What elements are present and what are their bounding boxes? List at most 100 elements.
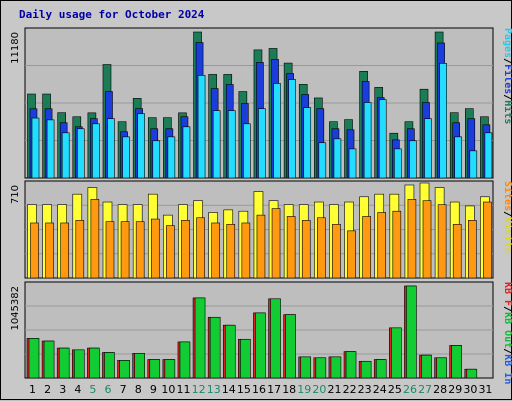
bar-pages-day-7 bbox=[122, 136, 130, 179]
bar-pages-day-1 bbox=[31, 117, 40, 179]
bar-sites-day-10 bbox=[166, 225, 175, 279]
legend-item: / bbox=[502, 211, 512, 217]
x-tick-label: 10 bbox=[161, 383, 175, 396]
chart-title: Daily usage for October 2024 bbox=[19, 8, 205, 21]
bar-pages-day-18 bbox=[288, 79, 296, 179]
bar-sites-day-24 bbox=[377, 212, 387, 279]
bar-sites-day-2 bbox=[45, 222, 54, 279]
bar-pages-day-25 bbox=[394, 148, 402, 179]
bar-kb-out-day-1 bbox=[28, 338, 40, 379]
x-tick-label: 14 bbox=[222, 383, 236, 396]
x-tick-label: 2 bbox=[44, 383, 51, 396]
ymax-label-kbytes: 1045382 bbox=[10, 286, 21, 331]
bar-kb-out-day-22 bbox=[345, 351, 357, 379]
x-tick-label: 13 bbox=[207, 383, 221, 396]
bar-sites-day-15 bbox=[241, 222, 251, 279]
x-tick-label: 15 bbox=[237, 383, 251, 396]
x-tick-label: 24 bbox=[373, 383, 387, 396]
x-tick-label: 22 bbox=[343, 383, 357, 396]
x-tick-label: 25 bbox=[388, 383, 402, 396]
bar-sites-day-8 bbox=[135, 221, 145, 279]
bar-sites-day-17 bbox=[271, 208, 281, 279]
bar-sites-day-27 bbox=[422, 200, 432, 279]
x-tick-label: 8 bbox=[135, 383, 142, 396]
legend-visits-sites: Sites/Visits bbox=[502, 181, 512, 253]
x-tick-label: 29 bbox=[448, 383, 462, 396]
bar-kb-out-day-3 bbox=[58, 347, 70, 379]
legend-item: KB Out bbox=[502, 312, 512, 348]
bar-kb-out-day-11 bbox=[179, 341, 191, 379]
bar-pages-day-28 bbox=[439, 63, 447, 179]
bar-sites-day-23 bbox=[362, 216, 371, 279]
bar-pages-day-2 bbox=[46, 119, 55, 179]
bar-kb-out-day-18 bbox=[285, 314, 296, 379]
x-tick-label: 1 bbox=[29, 383, 36, 396]
bar-kb-out-day-8 bbox=[134, 353, 145, 379]
x-tick-label: 11 bbox=[177, 383, 191, 396]
x-tick-label: 26 bbox=[403, 383, 417, 396]
bar-pages-day-31 bbox=[484, 132, 493, 179]
bar-pages-day-10 bbox=[167, 136, 176, 179]
x-tick-label: 9 bbox=[150, 383, 157, 396]
legend-item: Sites bbox=[502, 181, 512, 211]
bar-pages-day-19 bbox=[303, 107, 312, 179]
x-tick-label: 17 bbox=[267, 383, 281, 396]
legend-hits-files-pages: Pages/Files/Hits bbox=[502, 28, 512, 124]
bar-pages-day-3 bbox=[61, 132, 70, 179]
bar-kb-out-day-7 bbox=[119, 360, 130, 379]
bar-sites-day-26 bbox=[407, 199, 417, 279]
bar-kb-out-day-15 bbox=[240, 338, 251, 379]
x-tick-label: 27 bbox=[418, 383, 432, 396]
bar-pages-day-30 bbox=[469, 150, 478, 179]
bar-sites-day-18 bbox=[286, 216, 296, 279]
x-tick-label: 19 bbox=[297, 383, 311, 396]
bar-kb-out-day-27 bbox=[421, 354, 432, 379]
bar-pages-day-21 bbox=[333, 138, 342, 179]
bar-kb-out-day-21 bbox=[330, 356, 342, 379]
legend-item: / bbox=[502, 348, 512, 354]
x-tick-label: 4 bbox=[74, 383, 81, 396]
legend-item: / bbox=[502, 94, 512, 100]
x-tick-label: 6 bbox=[105, 383, 112, 396]
bar-sites-day-1 bbox=[30, 222, 39, 279]
bar-kb-out-day-29 bbox=[451, 345, 463, 379]
bar-pages-day-22 bbox=[348, 148, 357, 179]
bar-pages-day-9 bbox=[152, 140, 161, 179]
x-tick-label: 16 bbox=[252, 383, 266, 396]
bar-kb-out-day-9 bbox=[149, 359, 161, 379]
x-tick-label: 21 bbox=[327, 383, 341, 396]
bar-kb-out-day-19 bbox=[300, 356, 312, 379]
bar-kb-out-day-14 bbox=[224, 324, 236, 379]
bar-kb-out-day-17 bbox=[270, 298, 281, 379]
ymax-label-visits-sites: 710 bbox=[10, 185, 21, 204]
bar-pages-day-26 bbox=[409, 140, 417, 179]
bar-pages-day-15 bbox=[243, 123, 251, 179]
bar-kb-out-day-6 bbox=[104, 352, 115, 379]
x-tick-label: 28 bbox=[433, 383, 447, 396]
bar-kb-out-day-13 bbox=[209, 316, 221, 379]
bar-pages-day-5 bbox=[92, 123, 100, 179]
x-tick-label: 5 bbox=[89, 383, 96, 396]
bar-kb-out-day-25 bbox=[391, 327, 402, 379]
bar-kb-out-day-26 bbox=[406, 285, 417, 379]
bar-kb-out-day-16 bbox=[255, 312, 266, 379]
bar-sites-day-19 bbox=[301, 220, 311, 279]
bar-sites-day-13 bbox=[211, 222, 220, 279]
x-tick-label: 31 bbox=[478, 383, 492, 396]
bar-pages-day-11 bbox=[182, 126, 191, 179]
bar-kb-out-day-12 bbox=[194, 297, 206, 379]
bar-pages-day-12 bbox=[197, 75, 206, 179]
bar-sites-day-11 bbox=[181, 220, 190, 279]
x-tick-label: 20 bbox=[312, 383, 326, 396]
bar-pages-day-23 bbox=[363, 102, 372, 179]
legend-item: Pages bbox=[502, 28, 512, 58]
bar-pages-day-4 bbox=[76, 128, 85, 179]
bar-sites-day-7 bbox=[120, 221, 130, 279]
legend-item: KB In bbox=[502, 354, 512, 384]
bar-kb-out-day-4 bbox=[73, 349, 85, 379]
bar-pages-day-24 bbox=[378, 99, 387, 179]
legend-kbytes: KB F/KB Out/KB In bbox=[502, 282, 512, 384]
bar-pages-day-16 bbox=[258, 108, 266, 179]
